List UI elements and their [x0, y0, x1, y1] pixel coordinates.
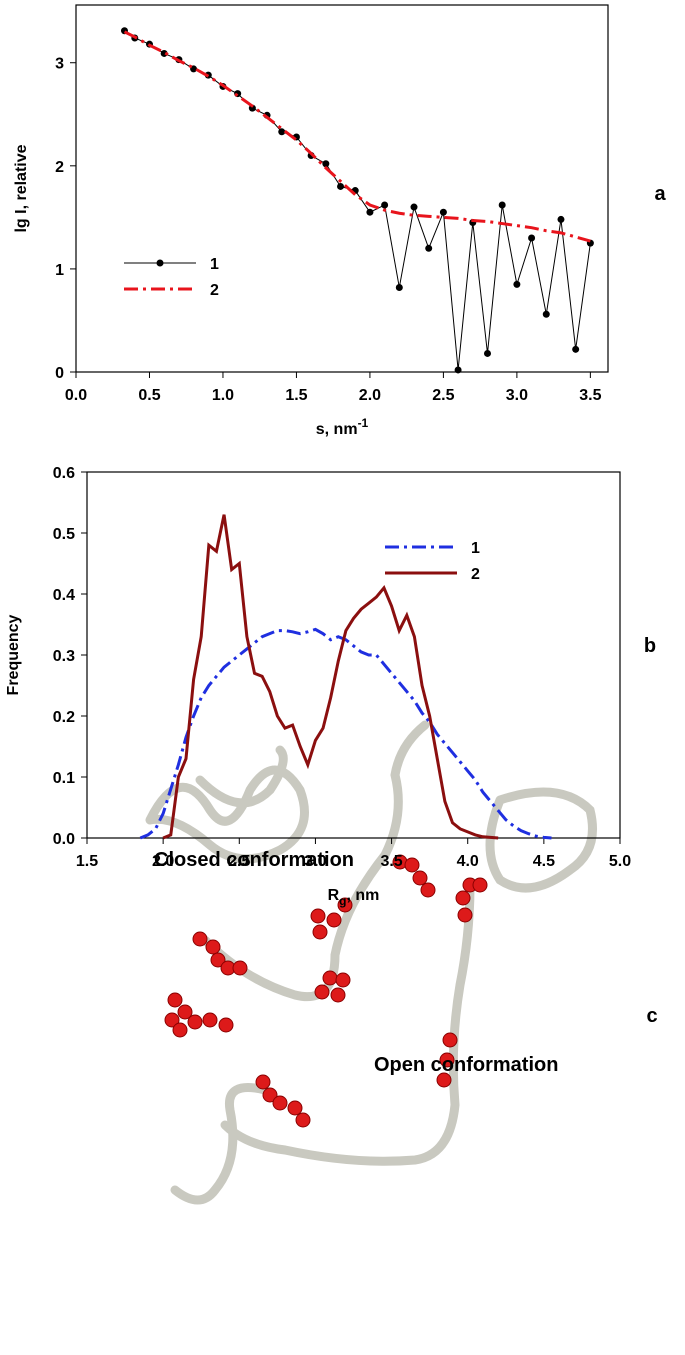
y-tick-label: 0.5 — [53, 526, 75, 543]
data-point — [513, 280, 521, 288]
data-point — [234, 90, 242, 98]
y-tick-label: 0.1 — [53, 770, 75, 787]
legend-marker — [156, 259, 164, 267]
data-point — [454, 366, 462, 374]
x-tick-label: 3.0 — [506, 387, 528, 404]
y-axis-label: lg I, relative — [13, 144, 30, 232]
x-tick-label: 1.5 — [285, 387, 307, 404]
series-line — [162, 514, 499, 840]
data-point — [572, 345, 580, 353]
data-point — [483, 349, 491, 357]
legend-label: 1 — [471, 540, 480, 557]
data-point — [381, 201, 389, 209]
x-tick-label: 2.0 — [359, 387, 381, 404]
molecule-illustration — [145, 720, 597, 1205]
x-axis-label-text: R — [328, 887, 340, 904]
y-tick-label: 2 — [55, 159, 64, 176]
caption: Closed conformation — [154, 849, 354, 871]
plot-frame — [75, 4, 609, 373]
panel-label: c — [646, 1005, 657, 1027]
x-tick-label: 4.5 — [533, 853, 555, 870]
legend-label: 2 — [471, 566, 480, 583]
x-axis-label-rest: , nm — [347, 887, 380, 904]
data-point — [337, 182, 345, 190]
data-point — [528, 234, 536, 242]
data-point — [557, 215, 565, 223]
data-point — [410, 203, 418, 211]
x-axis-label: s, nm-1 — [316, 416, 369, 438]
x-tick-label: 3.5 — [579, 387, 601, 404]
plot-frame — [86, 471, 621, 839]
y-tick-label: 0.0 — [53, 831, 75, 848]
x-tick-label: 0.0 — [65, 387, 87, 404]
y-tick-label: 0.4 — [53, 587, 75, 604]
x-tick-label: 1.0 — [212, 387, 234, 404]
series-line — [139, 627, 552, 840]
data-point — [542, 310, 550, 318]
x-tick-label: 1.5 — [76, 853, 98, 870]
panel-label: a — [654, 183, 666, 205]
x-tick-label: 3.5 — [380, 853, 402, 870]
panel-label: b — [644, 635, 656, 657]
y-tick-label: 0.2 — [53, 709, 75, 726]
y-tick-label: 3 — [55, 56, 64, 73]
data-point — [278, 128, 286, 136]
data-point — [498, 201, 506, 209]
series-line — [124, 30, 591, 370]
x-tick-label: 2.5 — [432, 387, 454, 404]
x-axis-label-sup: -1 — [358, 416, 369, 430]
x-tick-label: 5.0 — [609, 853, 631, 870]
series-line — [123, 30, 591, 243]
legend-label: 1 — [210, 256, 219, 273]
x-tick-label: 3.0 — [304, 853, 326, 870]
data-point — [160, 49, 168, 57]
x-tick-label: 2.5 — [228, 853, 250, 870]
data-point — [395, 283, 403, 291]
y-axis-label: Frequency — [5, 614, 22, 695]
legend-label: 2 — [210, 282, 219, 299]
x-tick-label: 2.0 — [152, 853, 174, 870]
x-tick-label: 4.0 — [457, 853, 479, 870]
data-point — [425, 244, 433, 252]
caption: Open conformation — [374, 1054, 558, 1076]
x-axis-label-text: s, nm — [316, 421, 358, 438]
x-axis-label: Rg, nm — [328, 887, 380, 908]
y-tick-label: 0.6 — [53, 465, 75, 482]
y-tick-label: 0 — [55, 365, 64, 382]
data-point — [190, 65, 198, 73]
x-tick-label: 0.5 — [138, 387, 160, 404]
y-tick-label: 1 — [55, 262, 64, 279]
data-point — [322, 160, 330, 168]
data-point — [439, 208, 447, 216]
data-point — [366, 208, 374, 216]
y-tick-label: 0.3 — [53, 648, 75, 665]
x-axis-label-sub: g — [339, 894, 346, 908]
